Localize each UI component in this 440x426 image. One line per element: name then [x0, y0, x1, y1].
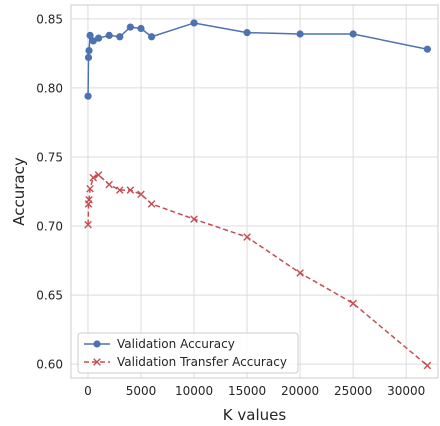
data-point — [115, 186, 124, 194]
data-point — [84, 220, 92, 229]
data-point — [423, 45, 431, 53]
data-point — [137, 190, 145, 199]
series-1 — [84, 19, 431, 100]
series-group — [84, 19, 432, 370]
legend-label: Validation Accuracy — [117, 337, 235, 351]
x-axis-ticks: 0 5000 10000 15000 20000 25000 30000 — [84, 384, 425, 398]
legend-box — [77, 332, 299, 374]
legend-item: Validation Transfer Accuracy — [84, 355, 287, 369]
y-tick-label: 0.70 — [36, 220, 63, 234]
data-point — [296, 30, 304, 38]
x-tick-label: 5000 — [126, 384, 157, 398]
data-point — [243, 29, 251, 37]
data-point — [89, 173, 98, 182]
grid-lines — [71, 5, 438, 378]
data-point — [94, 171, 103, 179]
data-point — [147, 200, 156, 208]
data-point — [190, 19, 198, 27]
x-tick-label: 30000 — [387, 384, 425, 398]
data-point — [126, 23, 134, 31]
legend-marker — [93, 340, 101, 348]
y-tick-label: 0.60 — [36, 358, 63, 372]
y-tick-label: 0.80 — [36, 81, 63, 95]
series-line — [87, 22, 428, 97]
data-point — [89, 37, 97, 45]
data-point — [126, 186, 135, 194]
data-point — [243, 233, 251, 241]
data-point — [85, 195, 93, 204]
x-tick-label: 10000 — [175, 384, 213, 398]
data-point — [94, 34, 103, 42]
plot-frame — [70, 4, 439, 379]
data-point — [86, 31, 94, 39]
data-point — [190, 215, 198, 223]
x-tick-label: 15000 — [228, 384, 266, 398]
series-line — [87, 174, 428, 367]
legend-item: Validation Accuracy — [84, 337, 235, 351]
y-axis-label: Accuracy — [10, 157, 28, 226]
y-tick-label: 0.65 — [36, 289, 63, 303]
data-point — [296, 269, 304, 277]
y-tick-label: 0.75 — [36, 150, 63, 164]
x-tick-label: 20000 — [281, 384, 319, 398]
x-tick-label: 0 — [84, 384, 92, 398]
legend-marker — [93, 358, 101, 366]
x-tick-label: 25000 — [334, 384, 372, 398]
data-point — [85, 46, 93, 55]
series-2 — [84, 171, 432, 370]
data-point — [137, 24, 145, 33]
data-point — [105, 31, 113, 39]
data-point — [86, 184, 94, 193]
legend-label: Validation Transfer Accuracy — [117, 355, 287, 369]
x-axis-label: K values — [223, 406, 287, 424]
data-point — [105, 180, 113, 189]
data-point — [423, 361, 432, 370]
y-tick-label: 0.85 — [36, 12, 63, 26]
y-axis-ticks: 0.60 0.65 0.70 0.75 0.80 0.85 — [36, 12, 63, 371]
data-point — [84, 53, 93, 62]
data-point — [349, 30, 357, 38]
data-point — [84, 92, 92, 100]
legend: Validation Accuracy Validation Transfer A… — [77, 332, 299, 374]
data-point — [148, 33, 156, 41]
data-point — [116, 33, 124, 41]
data-point — [349, 299, 357, 308]
